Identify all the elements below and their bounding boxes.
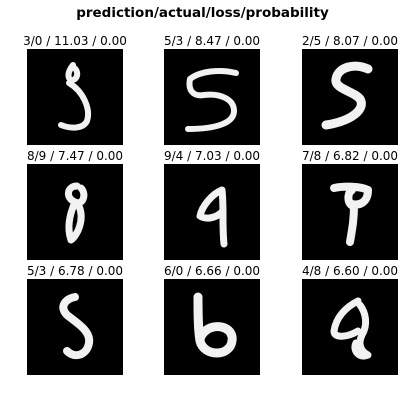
digit-image (164, 164, 260, 260)
digit-image (302, 279, 398, 375)
digit-image (27, 279, 123, 375)
panel-1: 3/0 / 11.03 / 0.00 (15, 34, 135, 145)
panel-4: 8/9 / 7.47 / 0.00 (15, 149, 135, 260)
panel-3: 2/5 / 8.07 / 0.00 (290, 34, 405, 145)
panel-6: 7/8 / 6.82 / 0.00 (290, 149, 405, 260)
digit-image (164, 49, 260, 145)
panel-title: 3/0 / 11.03 / 0.00 (23, 34, 127, 48)
panel-5: 9/4 / 7.03 / 0.00 (152, 149, 272, 260)
figure-title: prediction/actual/loss/probability (76, 5, 329, 21)
panel-title: 9/4 / 7.03 / 0.00 (163, 149, 261, 163)
panel-8: 6/0 / 6.66 / 0.00 (152, 264, 272, 375)
digit-image (27, 164, 123, 260)
panel-7: 5/3 / 6.78 / 0.00 (15, 264, 135, 375)
panel-title: 5/3 / 6.78 / 0.00 (26, 264, 124, 278)
panel-title: 2/5 / 8.07 / 0.00 (301, 34, 399, 48)
panel-title: 8/9 / 7.47 / 0.00 (26, 149, 124, 163)
panel-title: 5/3 / 8.47 / 0.00 (163, 34, 261, 48)
digit-image (27, 49, 123, 145)
panel-title: 6/0 / 6.66 / 0.00 (163, 264, 261, 278)
digit-image (302, 49, 398, 145)
digit-image (302, 164, 398, 260)
digit-image (164, 279, 260, 375)
panel-9: 4/8 / 6.60 / 0.00 (290, 264, 405, 375)
panel-2: 5/3 / 8.47 / 0.00 (152, 34, 272, 145)
panel-title: 7/8 / 6.82 / 0.00 (301, 149, 399, 163)
panel-title: 4/8 / 6.60 / 0.00 (301, 264, 399, 278)
